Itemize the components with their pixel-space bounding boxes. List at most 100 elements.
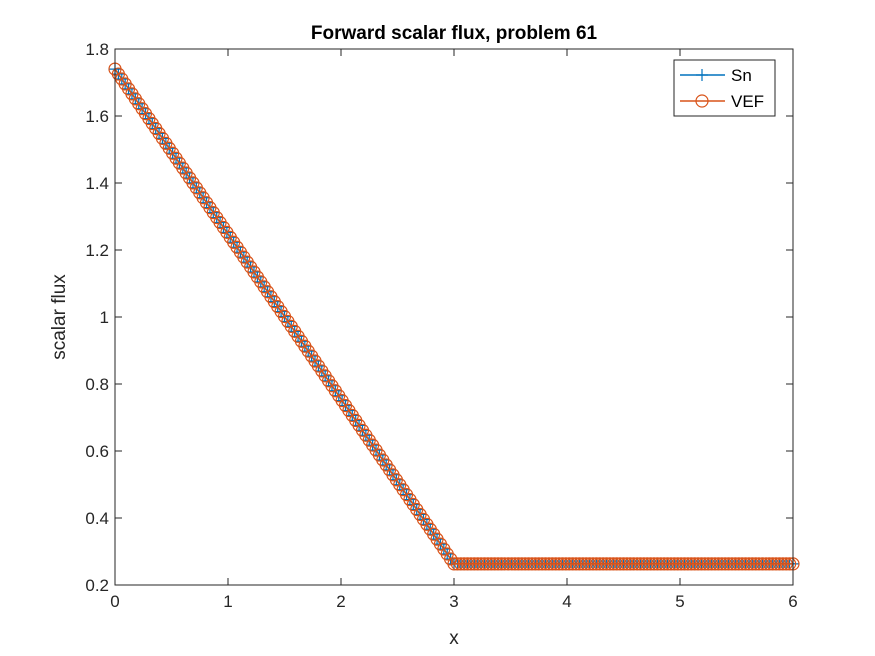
data-point-vef <box>549 557 563 571</box>
data-point-vef <box>599 557 614 571</box>
data-point-vef <box>477 557 492 571</box>
x-tick-label: 4 <box>562 592 571 611</box>
data-point-vef <box>688 557 702 571</box>
data-point-vef <box>532 557 546 571</box>
data-point-vef <box>752 557 766 571</box>
data-point-vef <box>630 557 644 571</box>
data-point-vef <box>593 557 607 571</box>
data-point-vef <box>589 557 603 571</box>
y-tick-label: 0.8 <box>85 375 109 394</box>
data-point-vef <box>552 557 566 571</box>
data-point-vef <box>488 557 502 571</box>
x-tick-label: 1 <box>223 592 232 611</box>
y-tick-label: 0.4 <box>85 509 109 528</box>
data-point-vef <box>762 557 776 571</box>
legend-box <box>673 59 776 117</box>
data-point-vef <box>460 557 475 571</box>
data-point-vef <box>457 557 471 571</box>
data-point-vef <box>671 557 685 571</box>
y-tick-label: 1.2 <box>85 241 109 260</box>
data-point-vef <box>684 557 698 571</box>
data-point-vef <box>637 557 651 571</box>
data-point-vef <box>708 557 722 571</box>
data-point-vef <box>738 557 753 571</box>
data-point-vef <box>698 557 712 571</box>
data-point-vef <box>505 557 519 571</box>
data-point-vef <box>481 557 495 571</box>
data-point-vef <box>705 557 719 571</box>
data-point-vef <box>464 557 478 571</box>
legend-label: VEF <box>731 92 764 111</box>
data-point-vef <box>616 557 631 571</box>
y-tick-label: 0.2 <box>85 576 109 595</box>
data-point-vef <box>467 557 481 571</box>
series-vef <box>108 62 800 571</box>
x-axis-label: x <box>449 628 459 649</box>
data-point-vef <box>776 557 790 571</box>
data-point-vef <box>640 557 654 571</box>
y-tick-label: 1.8 <box>85 40 109 59</box>
data-point-vef <box>657 557 671 571</box>
data-point-vef <box>582 557 597 571</box>
data-point-vef <box>694 557 709 571</box>
data-point-vef <box>620 557 634 571</box>
data-point-vef <box>783 557 797 571</box>
y-tick-label: 1 <box>100 308 109 327</box>
data-point-vef <box>623 557 637 571</box>
data-point-vef <box>732 557 746 571</box>
data-point-vef <box>701 557 715 571</box>
data-point-vef <box>769 557 783 571</box>
plot-area <box>115 49 793 585</box>
data-point-vef <box>718 557 732 571</box>
data-point-vef <box>660 557 675 571</box>
data-point-vef <box>606 557 620 571</box>
data-point-vef <box>508 557 522 571</box>
data-point-vef <box>484 557 498 571</box>
data-point-vef <box>749 557 763 571</box>
data-point-vef <box>501 557 515 571</box>
data-point-vef <box>779 557 793 571</box>
data-point-vef <box>450 557 464 571</box>
data-point-vef <box>566 557 580 571</box>
data-point-vef <box>542 557 556 571</box>
data-point-vef <box>515 557 529 571</box>
data-point-vef <box>728 557 742 571</box>
legend-item-sn: Sn <box>680 66 752 85</box>
series-layer <box>108 62 800 571</box>
data-point-vef <box>610 557 624 571</box>
data-point-vef <box>454 557 468 571</box>
legend-marker <box>696 69 708 81</box>
x-tick-label: 3 <box>449 592 458 611</box>
y-axis-label: scalar flux <box>49 274 70 360</box>
data-point-vef <box>559 557 573 571</box>
data-point-vef <box>535 557 549 571</box>
data-point-vef <box>742 557 756 571</box>
data-point-vef <box>735 557 749 571</box>
data-point-vef <box>569 557 583 571</box>
data-point-vef <box>562 557 576 571</box>
data-point-vef <box>538 557 553 571</box>
data-point-vef <box>518 557 532 571</box>
legend-marker <box>695 94 709 108</box>
data-point-vef <box>647 557 661 571</box>
data-point-vef <box>525 557 539 571</box>
data-point-vef <box>545 557 559 571</box>
data-point-vef <box>766 557 780 571</box>
data-point-vef <box>471 557 485 571</box>
data-point-vef <box>772 557 787 571</box>
data-point-vef <box>677 557 692 571</box>
data-point-vef <box>711 557 726 571</box>
data-point-vef <box>725 557 739 571</box>
data-point-vef <box>691 557 705 571</box>
data-point-vef <box>627 557 641 571</box>
data-point-vef <box>745 557 759 571</box>
data-point-vef <box>579 557 593 571</box>
data-point-vef <box>491 557 505 571</box>
data-point-vef <box>447 557 461 571</box>
data-point-vef <box>654 557 668 571</box>
data-point-vef <box>674 557 688 571</box>
x-tick-label: 2 <box>336 592 345 611</box>
legend: Sn VEF <box>673 59 776 117</box>
